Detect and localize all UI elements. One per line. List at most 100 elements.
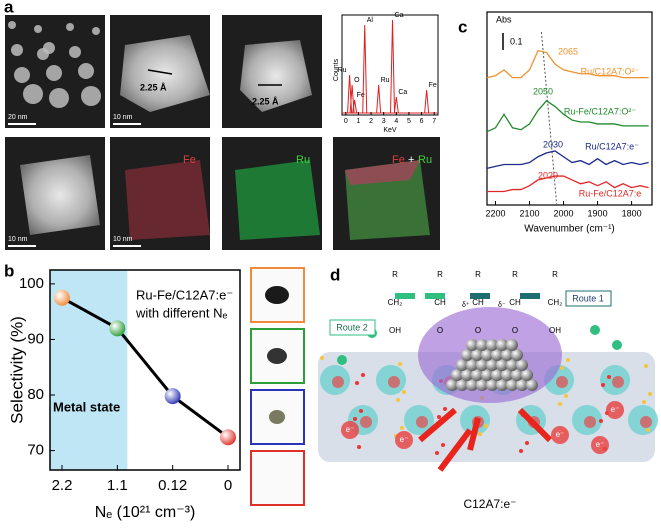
metal-atom	[491, 369, 503, 381]
peak	[376, 84, 382, 114]
atom	[566, 358, 570, 362]
nanoparticle	[23, 84, 43, 104]
electron-site	[612, 376, 624, 388]
electron	[591, 436, 609, 454]
atom	[357, 445, 361, 449]
panel-label: c	[458, 17, 467, 36]
route-box	[329, 319, 376, 336]
atom	[646, 428, 650, 432]
data-line	[61, 296, 229, 439]
atom	[353, 417, 357, 421]
x-tick-label: 3	[382, 118, 386, 125]
molecule-label: CH₂	[548, 298, 563, 307]
peak-label: Ru	[338, 67, 347, 74]
metal-atom	[506, 339, 518, 351]
electron-site	[332, 376, 344, 388]
nanoparticle	[37, 48, 49, 60]
nanoparticle	[81, 86, 101, 106]
peak-label: Ru	[381, 77, 390, 84]
atom	[484, 424, 488, 428]
atom	[435, 451, 439, 455]
lattice-label: 2.25 Å	[140, 82, 167, 92]
atom	[320, 356, 324, 360]
atom	[402, 390, 406, 394]
x-tick-label: 1900	[588, 208, 608, 218]
metal-atom	[481, 349, 493, 361]
metal-atom	[516, 379, 528, 391]
nanoparticle	[14, 67, 30, 83]
peak-label: Al	[367, 17, 374, 24]
atom	[396, 398, 400, 402]
peak	[390, 19, 396, 114]
x-axis-label: Nₑ (10²¹ cm⁻³)	[95, 504, 196, 521]
x-tick-label: 4	[394, 118, 398, 125]
plot-frame	[341, 14, 439, 116]
metal-atom	[456, 379, 468, 391]
spectrum-line	[487, 175, 649, 193]
metal-atom	[491, 349, 503, 361]
peak-label: 2050	[533, 86, 553, 96]
metal-atom	[486, 339, 498, 351]
x-tick-label: 0	[344, 118, 348, 125]
lattice-marker	[147, 69, 173, 75]
electron-site	[584, 416, 596, 428]
panel-label: d	[330, 265, 340, 284]
atom	[648, 392, 652, 396]
metal-atom	[466, 379, 478, 391]
peak-label: Ca	[395, 12, 404, 19]
electron-label: e⁻	[400, 435, 409, 444]
atom	[564, 394, 568, 398]
data-point	[164, 388, 181, 405]
metal-atom	[471, 349, 483, 361]
atom	[400, 426, 404, 430]
atom	[601, 383, 605, 387]
molecule-label: CH₂	[388, 298, 403, 307]
route-box	[565, 290, 612, 307]
y-tick-label: 100	[19, 275, 44, 292]
electron-arrow	[517, 407, 553, 443]
series-label: Ru-Fe/C12A7:e	[579, 188, 642, 198]
molecule-label: R	[437, 270, 443, 279]
fe-map	[125, 160, 210, 240]
atom	[361, 373, 365, 377]
molecule-label: CH	[509, 298, 521, 307]
y-axis-label: Counts	[333, 58, 340, 81]
route-label: Route 2	[336, 322, 368, 332]
metal-atom	[476, 339, 488, 351]
x-tick-label: 1	[356, 118, 360, 125]
metal-atom	[496, 339, 508, 351]
lattice-label: 2.25 Å	[252, 96, 279, 106]
metal-atom	[496, 359, 508, 371]
electron-label: e⁻	[556, 430, 565, 439]
sample-powder	[267, 348, 287, 364]
metal-atom	[486, 359, 498, 371]
molecule-label: CH	[434, 298, 446, 307]
metal-atom	[511, 369, 523, 381]
x-tick-label: 7	[432, 118, 436, 125]
peak	[349, 84, 355, 114]
scale-bar-label: 0.1	[510, 36, 523, 46]
plot-frame	[49, 269, 241, 471]
data-point	[220, 429, 236, 446]
x-tick-label: 0	[224, 477, 232, 494]
atom	[599, 419, 603, 423]
atom	[642, 400, 646, 404]
atom	[558, 402, 562, 406]
annotation: Metal state	[53, 399, 120, 414]
electron-label: e⁻	[596, 440, 605, 449]
atom	[355, 381, 359, 385]
x-tick-label: 0.12	[158, 477, 187, 494]
metal-atom	[501, 349, 513, 361]
x-tick-label: 2000	[554, 208, 574, 218]
peak	[352, 99, 358, 114]
molecule-label: R	[392, 270, 398, 279]
molecule-label: OH	[549, 326, 561, 335]
x-tick-label: 2	[369, 118, 373, 125]
map-label: Ru	[296, 154, 310, 166]
hydrogen	[337, 355, 347, 365]
hydrogen	[590, 325, 600, 335]
support-label: C12A7:e⁻	[463, 497, 516, 511]
metal-atom	[526, 379, 538, 391]
peak-label: 2065	[558, 46, 578, 56]
x-axis-label: KeV	[383, 127, 397, 134]
